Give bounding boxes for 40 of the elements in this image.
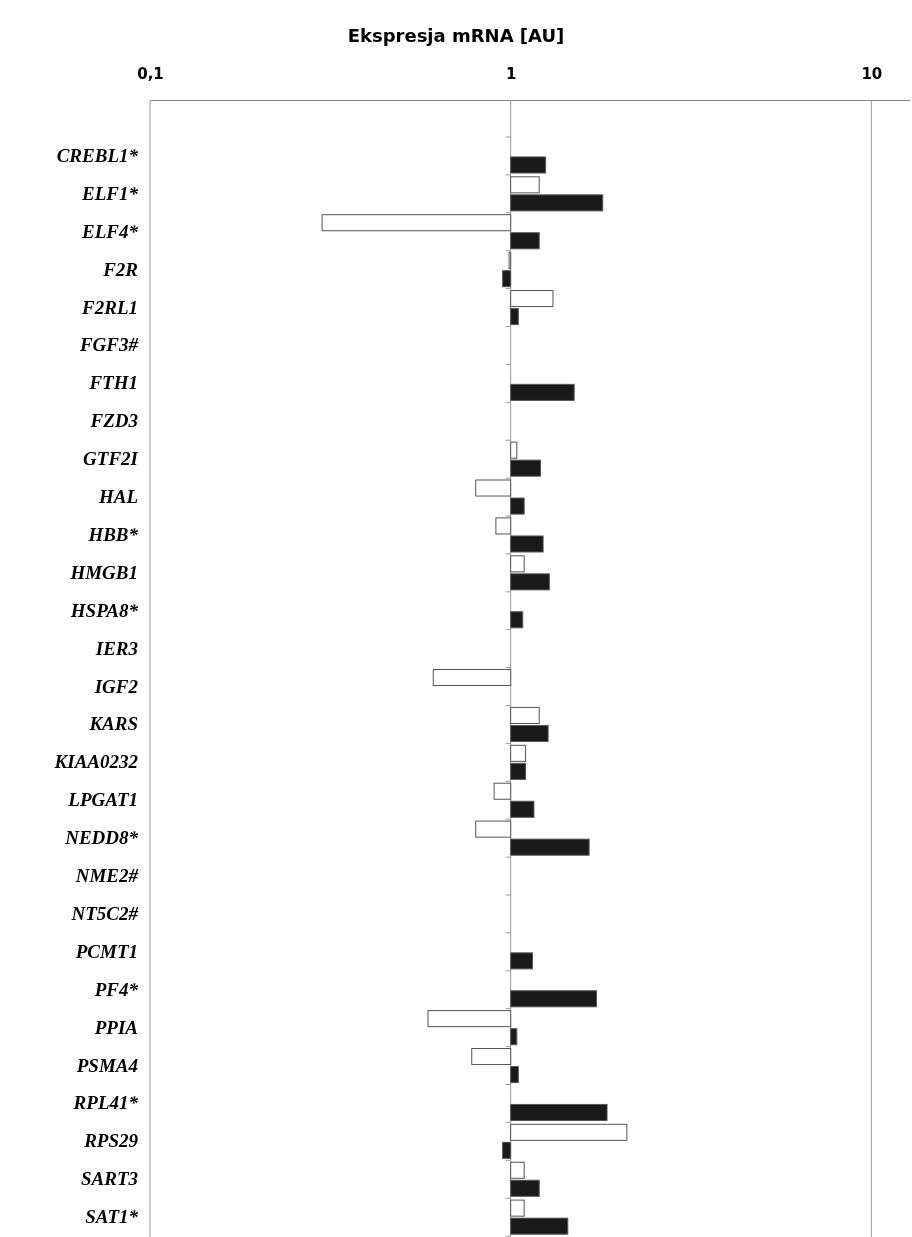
y-tick-label: SAT1* xyxy=(85,1206,139,1228)
y-tick-label: NT5C2# xyxy=(70,902,139,924)
y-tick-label: NME2# xyxy=(74,865,139,887)
y-tick-label: KIAA0232 xyxy=(53,751,139,773)
bar xyxy=(432,669,512,687)
y-tick-label: F2R xyxy=(102,258,138,280)
y-tick-label: RPS29 xyxy=(83,1130,139,1152)
y-tick-label: PCMT1 xyxy=(74,940,138,962)
y-tick-label: CREBL1* xyxy=(56,144,139,166)
bar xyxy=(510,611,524,629)
y-tick-label: PSMA4 xyxy=(75,1054,138,1076)
y-tick-label: HBB* xyxy=(87,523,139,545)
bar xyxy=(510,952,534,970)
bar xyxy=(510,156,547,174)
y-tick-label: FTH1 xyxy=(88,372,138,394)
y-tick-label: F2RL1 xyxy=(81,296,138,318)
y-tick-label: LPGAT1 xyxy=(67,789,138,811)
y-tick-label: FZD3 xyxy=(89,410,138,432)
bar xyxy=(510,383,575,401)
y-tick-label: SART3 xyxy=(80,1168,138,1190)
y-tick-label: ELF4* xyxy=(81,220,139,242)
y-tick-label: GTF2I xyxy=(83,448,139,470)
chart-title: Ekspresja mRNA [AU] xyxy=(347,25,565,46)
y-tick-label: HMGB1 xyxy=(69,561,138,583)
y-tick-label: NEDD8* xyxy=(64,827,139,849)
y-tick-label: KARS xyxy=(88,713,138,735)
y-tick-label: PPIA xyxy=(93,1016,138,1038)
y-tick-label: ELF1* xyxy=(81,182,139,204)
x-tick-label: 0,1 xyxy=(137,65,164,83)
x-tick-label: 1 xyxy=(505,65,517,83)
y-tick-label: RPL41* xyxy=(72,1092,139,1114)
y-tick-label: HSPA8* xyxy=(69,599,139,621)
y-tick-label: IGF2 xyxy=(93,675,139,697)
y-tick-label: PF4* xyxy=(93,978,139,1000)
y-tick-label: FGF3# xyxy=(78,334,139,356)
y-tick-label: HAL xyxy=(97,486,138,508)
y-tick-label: IER3 xyxy=(94,637,138,659)
x-tick-label: 10 xyxy=(861,65,883,83)
bar xyxy=(510,990,598,1008)
bar xyxy=(510,1103,608,1121)
